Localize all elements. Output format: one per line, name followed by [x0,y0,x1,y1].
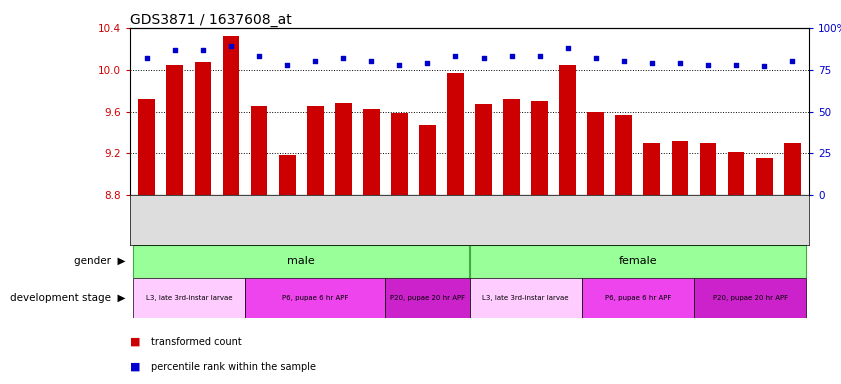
Point [364,58,378,65]
Point [420,60,434,66]
Point [280,62,294,68]
Text: P6, pupae 6 hr APF: P6, pupae 6 hr APF [282,295,348,301]
Text: transformed count: transformed count [151,337,241,347]
Bar [385,278,469,318]
Text: L3, late 3rd-instar larvae: L3, late 3rd-instar larvae [483,295,569,301]
Bar [784,143,801,195]
Bar [251,106,267,195]
Point [505,53,518,60]
Text: development stage  ▶: development stage ▶ [10,293,126,303]
Bar [643,143,660,195]
Point [589,55,602,61]
Text: ■: ■ [130,362,140,372]
Bar [559,65,576,195]
Bar [167,65,183,195]
Bar [447,73,464,195]
Point [617,58,631,65]
Bar [391,113,408,195]
Point [225,43,238,50]
Bar [469,245,807,278]
Bar [419,125,436,195]
Bar [362,109,380,195]
Text: female: female [618,257,657,266]
Bar [582,278,694,318]
Bar [587,111,604,195]
Text: gender  ▶: gender ▶ [74,257,126,266]
Point [673,60,686,66]
Bar [700,143,717,195]
Bar [335,103,352,195]
Bar [727,152,744,195]
Point [645,60,659,66]
Point [477,55,490,61]
Point [336,55,350,61]
Text: ■: ■ [130,337,140,347]
Point [309,58,322,65]
Bar [307,106,324,195]
Bar [694,278,807,318]
Point [168,46,182,53]
Bar [503,99,520,195]
Point [140,55,154,61]
Point [393,62,406,68]
Point [449,53,463,60]
Point [252,53,266,60]
Point [729,62,743,68]
Text: GDS3871 / 1637608_at: GDS3871 / 1637608_at [130,13,292,27]
Text: P6, pupae 6 hr APF: P6, pupae 6 hr APF [605,295,671,301]
Point [701,62,715,68]
Text: percentile rank within the sample: percentile rank within the sample [151,362,316,372]
Bar [616,115,632,195]
Text: P20, pupae 20 hr APF: P20, pupae 20 hr APF [712,295,788,301]
Bar [469,278,582,318]
Bar [278,156,295,195]
Point [785,58,799,65]
Point [533,53,547,60]
Bar [245,278,385,318]
Bar [756,159,773,195]
Text: P20, pupae 20 hr APF: P20, pupae 20 hr APF [390,295,465,301]
Text: male: male [288,257,315,266]
Bar [671,141,688,195]
Bar [223,36,240,195]
Bar [475,104,492,195]
Bar [532,101,548,195]
Bar [133,278,245,318]
Bar [194,63,211,195]
Text: L3, late 3rd-instar larvae: L3, late 3rd-instar larvae [145,295,232,301]
Bar [133,245,469,278]
Point [196,46,209,53]
Bar [139,99,156,195]
Point [758,63,771,70]
Point [561,45,574,51]
